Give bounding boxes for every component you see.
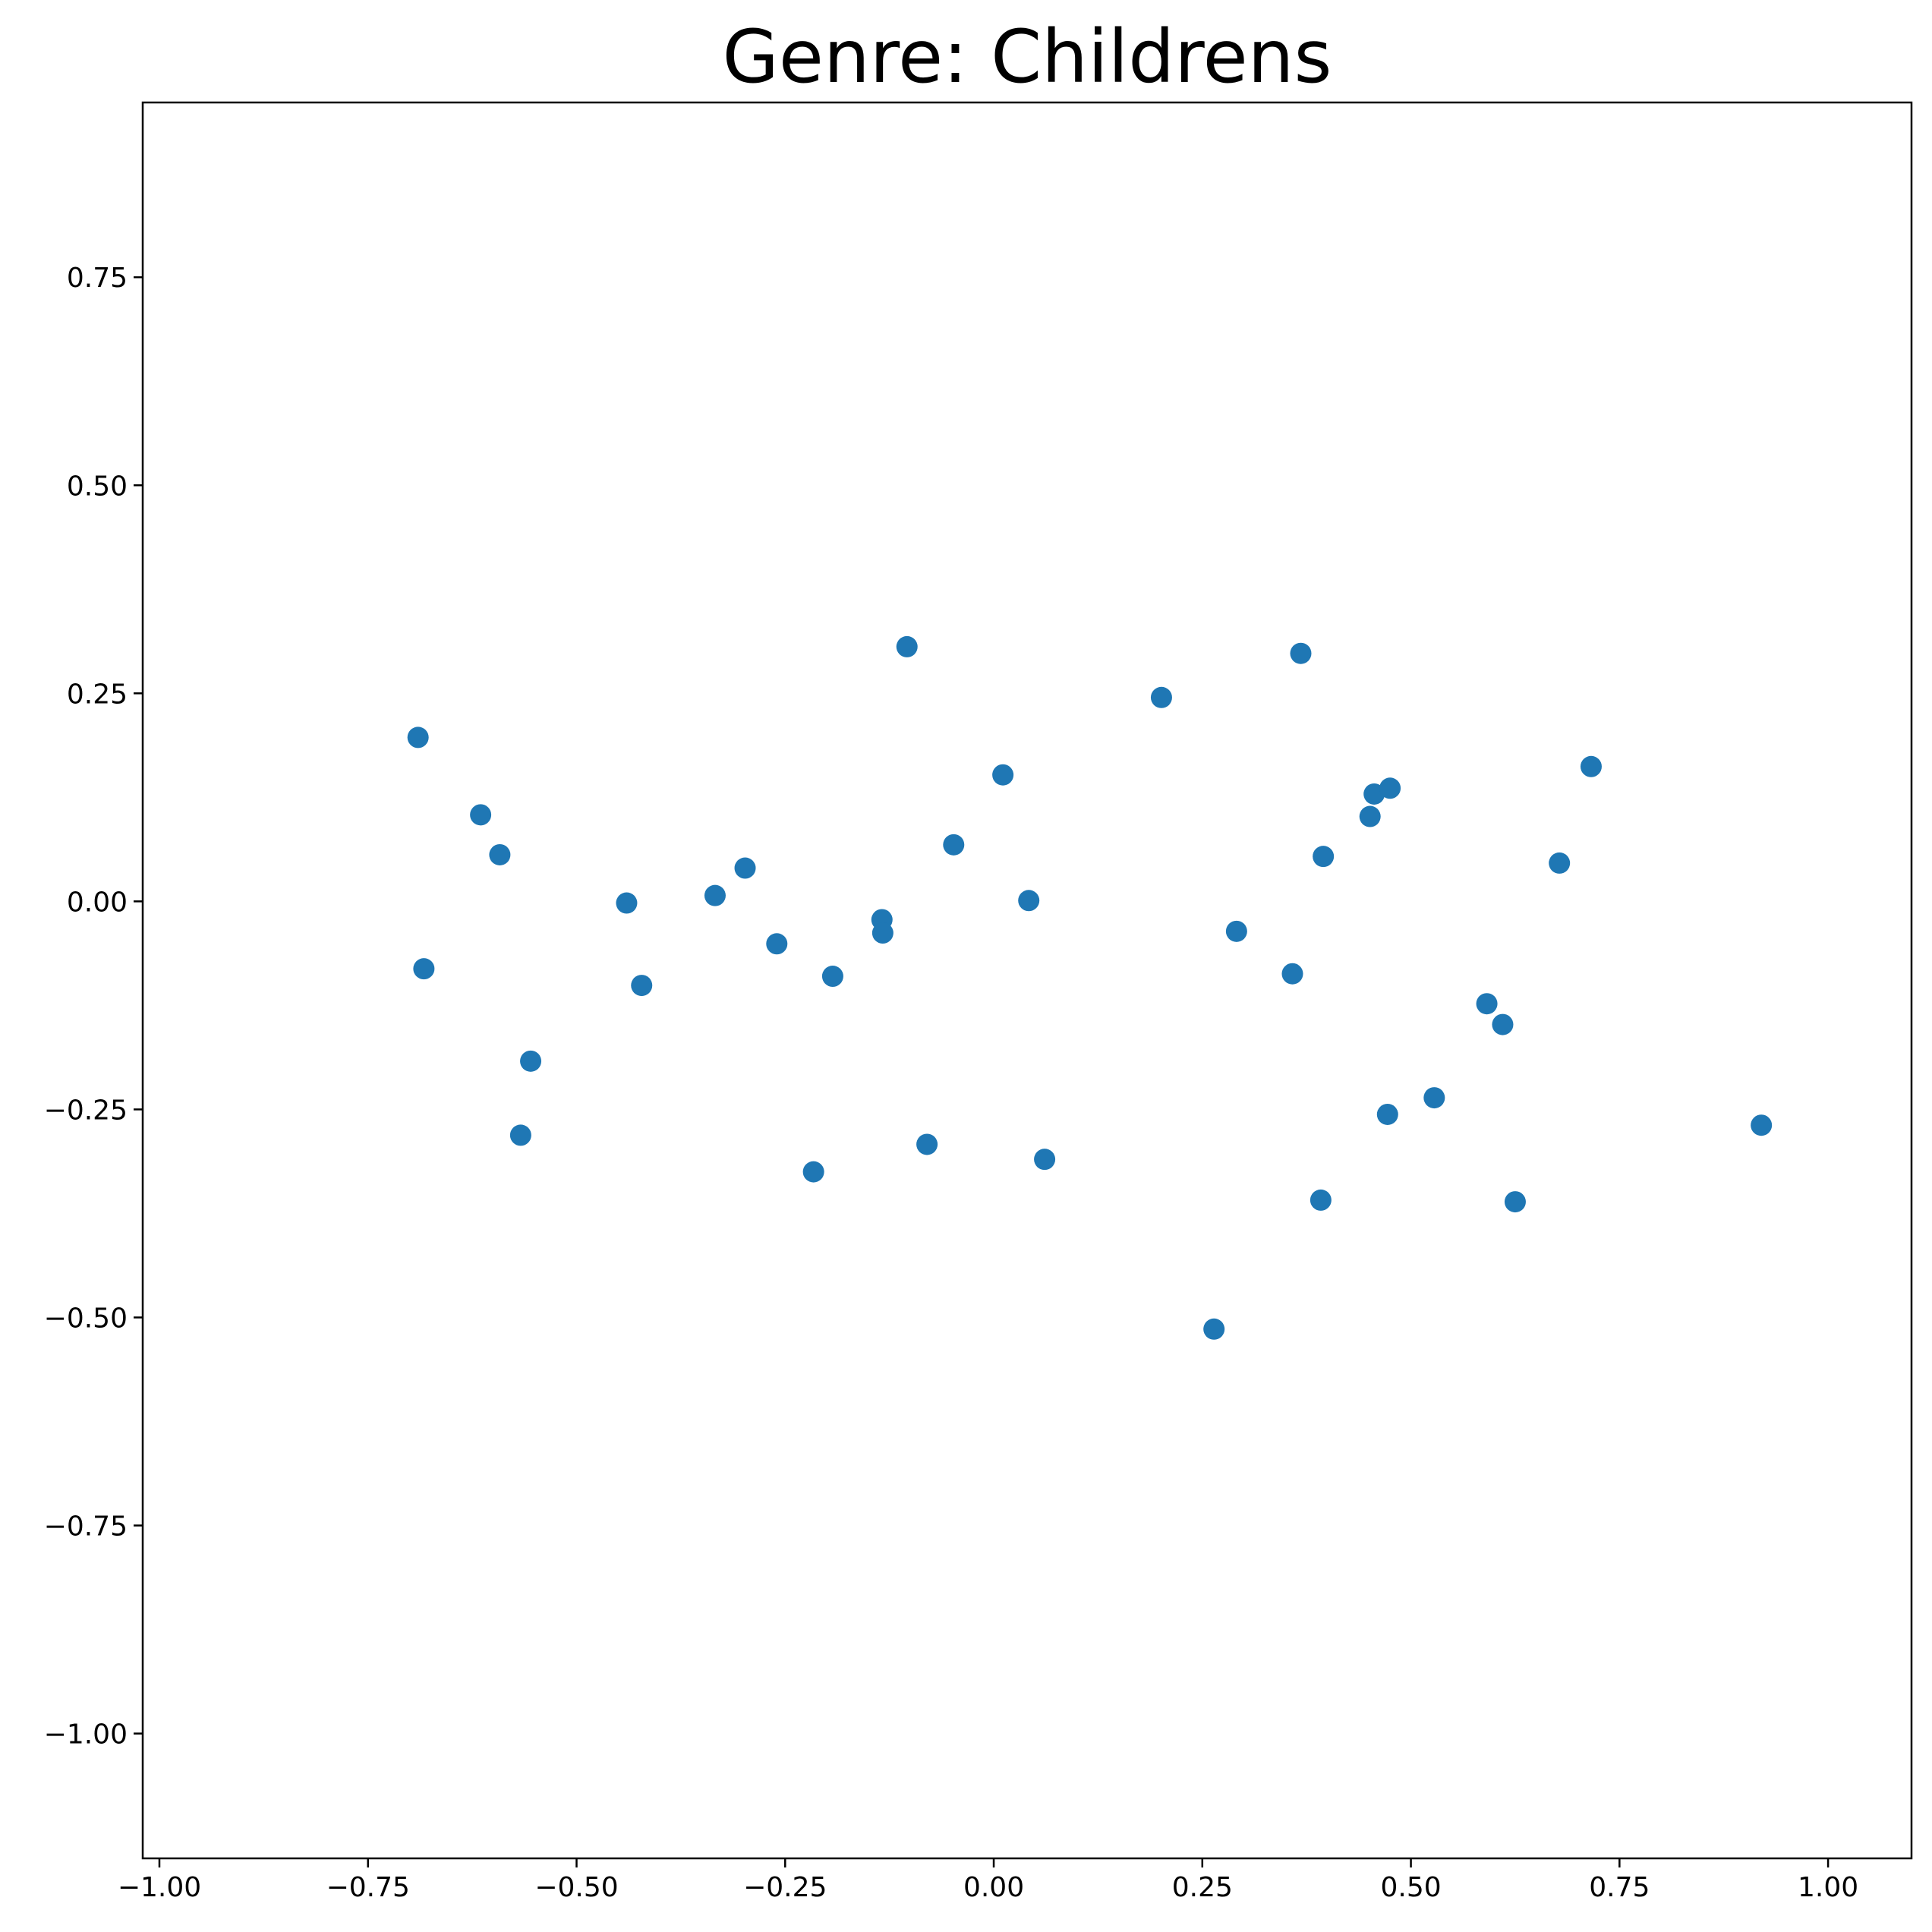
data-point-2 — [413, 958, 435, 980]
x-tick-label: −1.00 — [118, 1872, 201, 1903]
data-point-32 — [1376, 1103, 1398, 1125]
chart-title: Genre: Childrens — [722, 14, 1332, 99]
data-point-39 — [1751, 1114, 1773, 1136]
data-point-31 — [1379, 777, 1401, 799]
y-tick-label: −1.00 — [44, 1719, 128, 1751]
x-tick-label: 0.00 — [963, 1872, 1024, 1903]
data-point-35 — [1492, 1013, 1514, 1035]
x-tick-label: 0.25 — [1172, 1872, 1233, 1903]
data-point-18 — [943, 834, 965, 856]
x-axis: −1.00 −0.75 −0.50 −0.25 0.00 0.25 0.50 0.75 1.00 — [118, 1858, 1858, 1903]
data-point-19 — [992, 764, 1014, 786]
x-tick-label: −0.75 — [326, 1872, 410, 1903]
data-point-22 — [1150, 686, 1172, 708]
x-tick-label: −0.25 — [743, 1872, 827, 1903]
data-point-4 — [489, 843, 511, 865]
data-point-34 — [1476, 993, 1498, 1015]
x-tick-label: 0.75 — [1589, 1872, 1650, 1903]
y-tick-label: −0.50 — [44, 1303, 128, 1334]
data-point-5 — [520, 1050, 542, 1072]
plot-frame — [141, 101, 1913, 1860]
data-point-13 — [802, 1161, 824, 1183]
data-point-3 — [470, 804, 492, 826]
plot-area — [407, 635, 1773, 1340]
data-point-26 — [1290, 642, 1312, 664]
y-tick-label: 0.75 — [67, 263, 128, 294]
data-point-11 — [766, 933, 788, 955]
data-point-25 — [1281, 963, 1303, 985]
x-tick-label: −0.50 — [534, 1872, 618, 1903]
data-point-21 — [1034, 1149, 1056, 1171]
y-tick-label: 0.25 — [67, 679, 128, 710]
x-tick-label: 0.50 — [1380, 1872, 1441, 1903]
data-point-10 — [734, 857, 756, 879]
data-point-38 — [1580, 755, 1602, 777]
data-point-15 — [871, 922, 894, 944]
y-tick-label: −0.75 — [44, 1511, 128, 1543]
data-point-16 — [896, 635, 918, 657]
data-point-20 — [1018, 890, 1040, 912]
data-point-12 — [821, 966, 843, 988]
data-point-1 — [407, 726, 429, 749]
y-tick-label: 0.50 — [67, 471, 128, 502]
data-point-17 — [916, 1133, 938, 1155]
y-axis: 0.75 0.50 0.25 0.00 −0.25 −0.50 −0.75 −1.00 — [44, 263, 143, 1751]
data-point-33 — [1423, 1087, 1445, 1109]
data-point-29 — [1359, 805, 1381, 827]
y-tick-label: 0.00 — [67, 887, 128, 918]
data-point-28 — [1313, 846, 1335, 868]
data-point-24 — [1225, 920, 1247, 942]
data-point-23 — [1203, 1318, 1225, 1340]
data-point-6 — [509, 1124, 531, 1146]
data-point-8 — [631, 975, 653, 997]
data-point-7 — [616, 892, 638, 914]
x-tick-label: 1.00 — [1798, 1872, 1858, 1903]
data-point-27 — [1310, 1189, 1332, 1211]
data-point-37 — [1549, 852, 1571, 874]
y-tick-label: −0.25 — [44, 1095, 128, 1126]
data-point-36 — [1504, 1191, 1526, 1213]
data-point-9 — [704, 884, 726, 906]
